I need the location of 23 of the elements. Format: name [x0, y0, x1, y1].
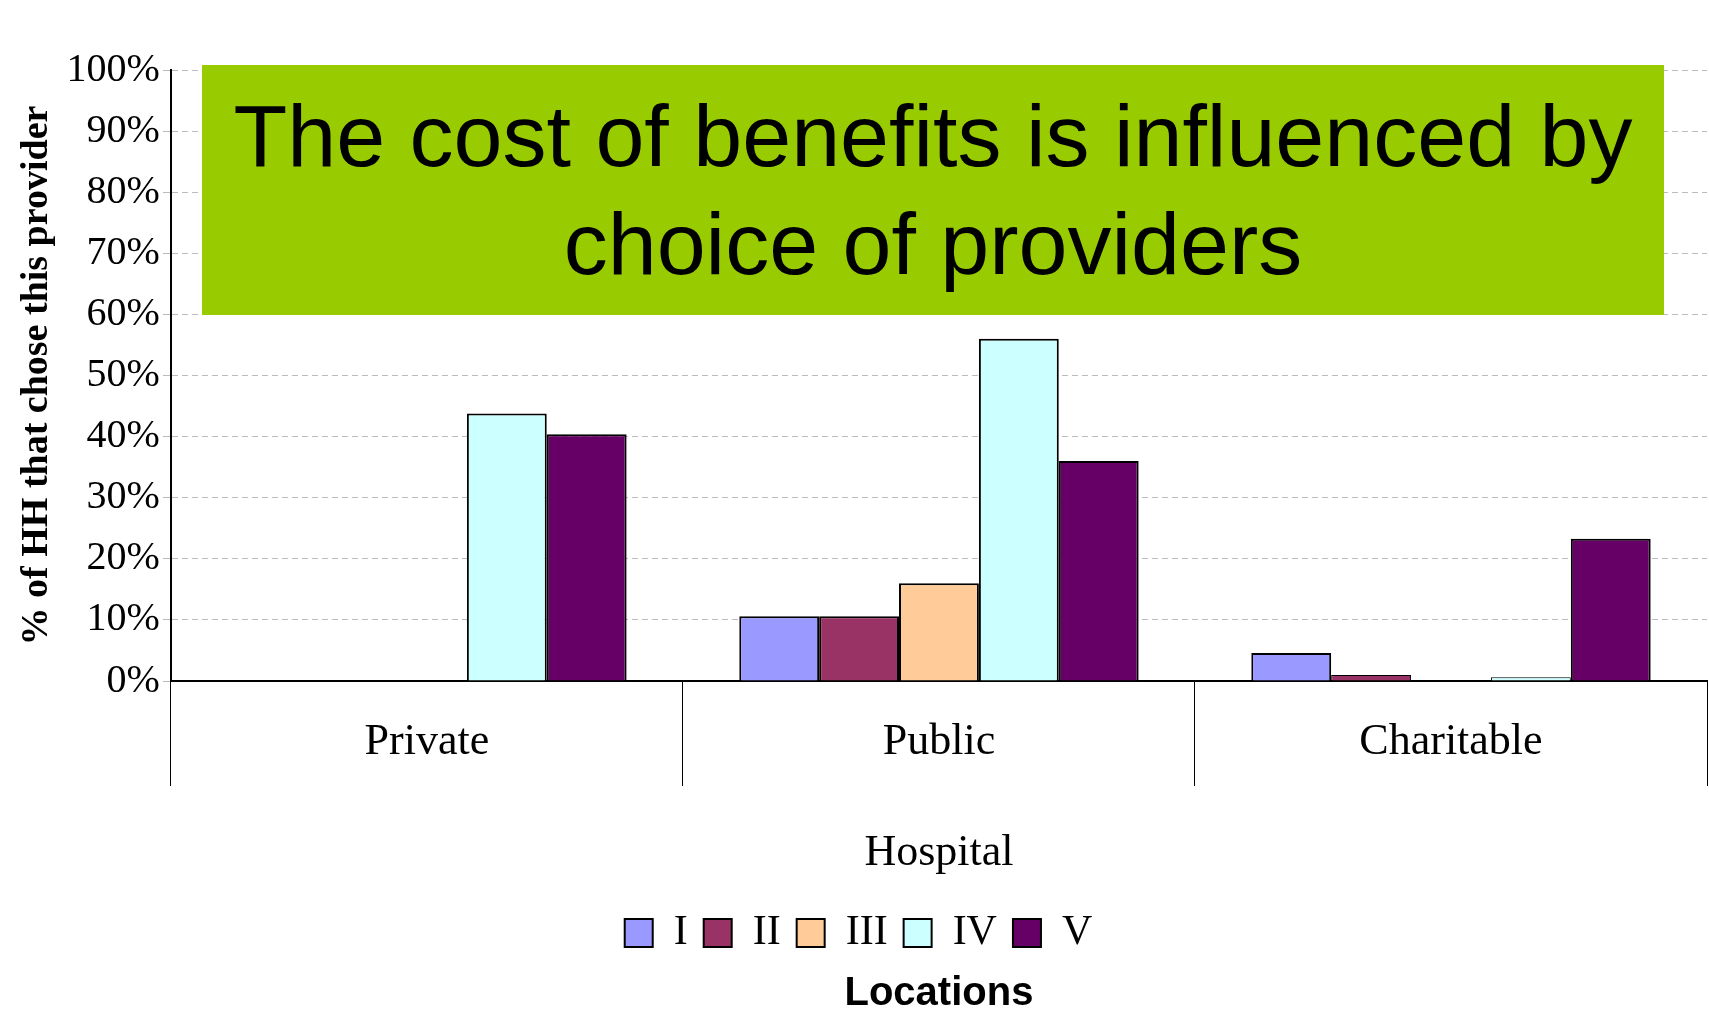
y-tick-label: 80% [86, 166, 160, 212]
text: The cost of benefits is influenced by choice of providers [202, 65, 1664, 315]
y-tick-label: 60% [86, 288, 160, 334]
legend-label: I [673, 907, 688, 954]
legend-label: III [845, 907, 888, 954]
text: Hospital [864, 825, 1014, 875]
y-tick-label: 20% [86, 533, 160, 579]
y-tick-label: 0% [106, 655, 160, 701]
y-tick-label: 40% [86, 411, 160, 457]
legend-label: V [1061, 907, 1093, 954]
y-tick-label: 100% [66, 44, 160, 90]
legend-label: II [752, 907, 781, 954]
legend-label: IV [952, 907, 997, 954]
text: Locations [844, 969, 1034, 1014]
y-tick-label: 50% [86, 350, 160, 395]
y-axis-title: % of HH that chose this provider [12, 105, 55, 646]
y-tick-label: 10% [86, 594, 160, 640]
y-tick-label: 90% [86, 105, 160, 151]
y-tick-label: 70% [86, 227, 160, 273]
x-tick-label: Private [364, 714, 490, 764]
x-tick-label: Charitable [1359, 714, 1543, 764]
y-tick-label: 30% [86, 472, 160, 518]
x-tick-label: Public [882, 714, 996, 764]
